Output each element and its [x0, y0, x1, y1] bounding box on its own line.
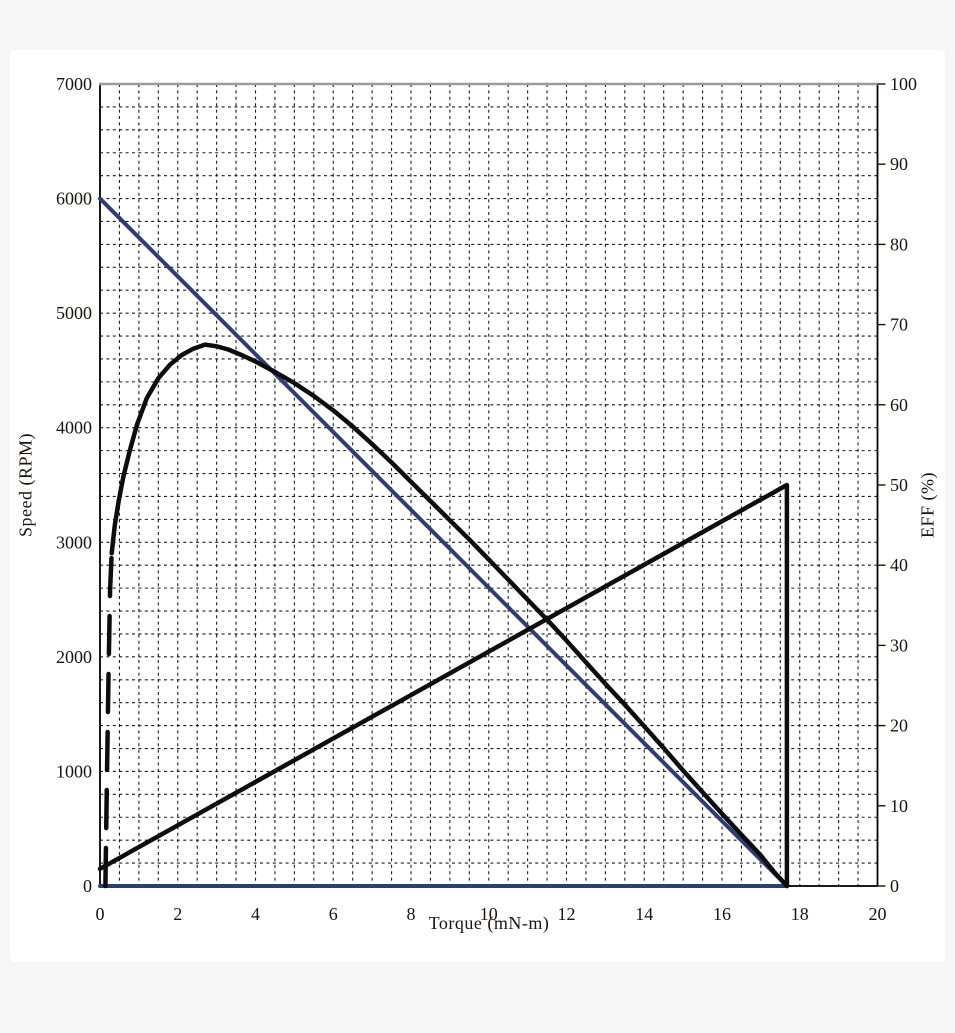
y-right-tick-label: 50	[890, 475, 908, 495]
efficiency-curve-steep-start	[103, 550, 114, 889]
plot-frame	[99, 83, 879, 887]
series-group	[97, 196, 790, 889]
y-left-tick-label: 7000	[56, 74, 92, 94]
rising-line	[97, 482, 790, 889]
x-tick-label: 0	[96, 904, 105, 924]
efficiency-curve	[109, 342, 790, 889]
x-axis-title: Torque (mN-m)	[428, 913, 550, 933]
y-left-tick-label: 0	[83, 876, 92, 896]
x-tick-label: 12	[558, 904, 576, 924]
y-right-tick-label: 60	[890, 395, 908, 415]
x-tick-label: 4	[251, 904, 260, 924]
x-tick-label: 20	[869, 904, 887, 924]
y-left-tick-label: 4000	[56, 418, 92, 438]
x-tick-label: 6	[329, 904, 338, 924]
y-left-tick-label: 6000	[56, 189, 92, 209]
y-right-tick-label: 100	[890, 74, 917, 94]
y-right-tick-label: 0	[890, 876, 899, 896]
x-tick-label: 14	[635, 904, 653, 924]
y-right-tick-label: 30	[890, 635, 908, 655]
right-axis-ticks	[877, 83, 886, 887]
y-right-tick-label: 70	[890, 315, 908, 335]
y-left-axis-title: Speed (RPM)	[15, 433, 36, 537]
x-tick-label: 10	[480, 904, 498, 924]
y-right-axis-title: EFF (%)	[917, 472, 938, 538]
y-left-tick-label: 2000	[56, 647, 92, 667]
x-tick-label: 18	[791, 904, 809, 924]
y-left-tick-label: 3000	[56, 532, 92, 552]
y-right-tick-label: 80	[890, 234, 908, 254]
y-right-tick-label: 20	[890, 716, 908, 736]
x-tick-label: 8	[407, 904, 416, 924]
grid	[100, 84, 878, 886]
x-tick-label: 2	[173, 904, 182, 924]
y-right-tick-label: 90	[890, 154, 908, 174]
x-tick-label: 16	[713, 904, 731, 924]
y-right-tick-label: 40	[890, 555, 908, 575]
chart-card	[10, 50, 945, 962]
tick-labels: 0 2 4 6 8 10 12 14 16 18 2001000200030004000500060…	[56, 74, 917, 924]
y-left-tick-label: 1000	[56, 761, 92, 781]
y-right-tick-label: 10	[890, 796, 908, 816]
y-left-tick-label: 5000	[56, 303, 92, 323]
speed-line	[98, 196, 789, 888]
